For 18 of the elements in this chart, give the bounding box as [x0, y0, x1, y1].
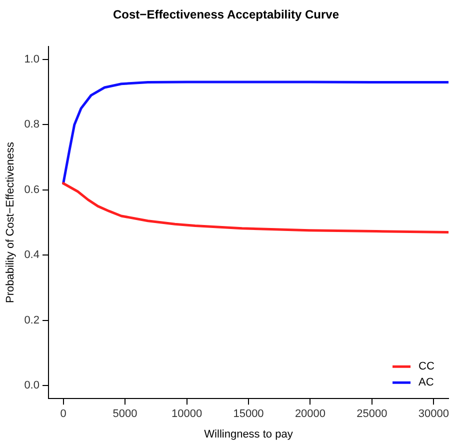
legend-label: CC — [418, 360, 434, 373]
y-tick-label: 0.8 — [24, 118, 40, 131]
y-tick-label: 0.4 — [24, 249, 40, 262]
y-tick-label: 0.2 — [24, 314, 40, 326]
legend-label: AC — [418, 376, 434, 389]
x-tick-label: 0 — [60, 408, 66, 420]
y-tick-label: 1.0 — [24, 53, 40, 66]
x-tick-label: 20000 — [294, 408, 326, 420]
x-tick-label: 15000 — [233, 408, 264, 420]
x-axis-title: Willingness to pay — [204, 428, 294, 440]
y-tick-label: 0.0 — [24, 380, 40, 392]
x-tick-label: 30000 — [418, 408, 450, 420]
x-tick-label: 25000 — [356, 408, 388, 420]
y-axis-title: Probability of Cost−Effectiveness — [4, 142, 17, 303]
chart-title: Cost−Effectiveness Acceptability Curve — [113, 8, 340, 22]
y-tick-label: 0.6 — [24, 184, 40, 196]
x-tick-label: 5000 — [112, 408, 138, 420]
x-tick-label: 10000 — [171, 408, 202, 420]
